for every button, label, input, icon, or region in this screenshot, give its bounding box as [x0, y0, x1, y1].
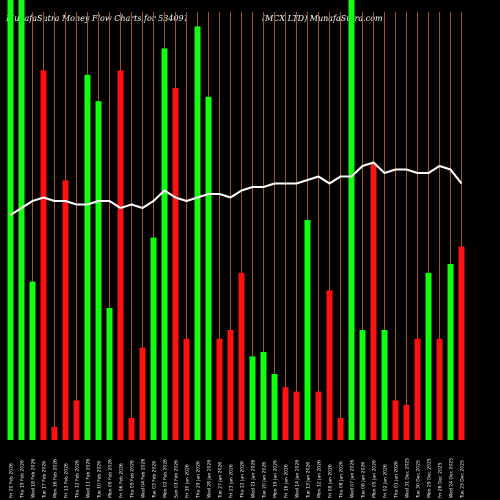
x-tick-label: Thu 12 Feb 2026 — [75, 460, 81, 499]
money-flow-line-path — [9, 161, 463, 216]
volume-bar — [326, 290, 333, 440]
volume-bar — [381, 330, 388, 440]
volume-bar — [117, 70, 124, 441]
volume-bar — [95, 101, 102, 440]
volume-bar — [260, 352, 267, 440]
x-tick-label: Tue 13 Jan 2026 — [306, 462, 312, 499]
x-tick-label: Thu 22 Jan 2026 — [240, 461, 246, 499]
volume-bar — [249, 356, 256, 440]
volume-bar — [403, 404, 410, 440]
volume-bar — [238, 272, 245, 440]
x-tick-label: Wed 31 Dec 2025 — [405, 458, 411, 498]
volume-bar — [315, 391, 322, 440]
x-tick-label: Wed 21 Jan 2026 — [251, 460, 257, 498]
x-tick-label: Sun 01 Feb 2026 — [174, 460, 180, 498]
volume-bar — [40, 70, 47, 441]
x-tick-label: Fri 23 Jan 2026 — [229, 464, 235, 498]
x-tick-label: Thu 08 Jan 2026 — [339, 461, 345, 499]
volume-bar — [359, 330, 366, 440]
x-tick-label: Mon 02 Feb 2026 — [163, 459, 169, 498]
x-tick-label: Tue 10 Feb 2026 — [97, 461, 103, 499]
volume-bar — [106, 308, 113, 440]
x-tick-label: Mon 16 Feb 2026 — [53, 459, 59, 498]
volume-bar — [370, 162, 377, 441]
volume-bar — [337, 418, 344, 440]
volume-bar — [458, 246, 465, 440]
x-tick-label: Fri 06 Feb 2026 — [119, 463, 125, 498]
x-tick-label: Mon 09 Feb 2026 — [108, 459, 114, 498]
x-tick-label: Tue 27 Jan 2026 — [218, 462, 224, 499]
volume-bar — [7, 0, 14, 440]
x-tick-label: Fri 16 Jan 2026 — [284, 464, 290, 498]
volume-bar — [282, 387, 289, 440]
x-tick-label: Wed 07 Jan 2026 — [350, 460, 356, 498]
x-tick-label: Tue 06 Jan 2026 — [361, 462, 367, 499]
volume-bar — [194, 26, 201, 441]
money-flow-line — [9, 161, 463, 216]
x-tick-label: Wed 18 Feb 2026 — [31, 459, 37, 498]
x-tick-label: Fri 26 Dec 2025 — [438, 462, 444, 498]
volume-bar — [183, 338, 190, 440]
volume-bar — [18, 0, 25, 440]
x-tick-label: Thu 01 Jan 2026 — [394, 461, 400, 499]
volume-bar — [172, 88, 179, 440]
x-tick-label: Thu 29 Jan 2026 — [196, 461, 202, 499]
chart-header-right: (MCX LTD) MunafaSutra.com — [262, 14, 383, 23]
volume-bar — [414, 338, 421, 440]
x-tick-label: Wed 11 Feb 2026 — [86, 459, 92, 498]
x-tick-label: Wed 14 Jan 2026 — [295, 460, 301, 498]
volume-bar — [293, 391, 300, 440]
x-tick-label: Mon 19 Jan 2026 — [273, 460, 279, 498]
x-tick-label: Thu 19 Feb 2026 — [20, 460, 26, 499]
volume-bar — [271, 374, 278, 440]
chart-header-left: MunafaSutra Money Flow Charts for 534091 — [5, 14, 189, 23]
x-tick-label: Fri 20 Feb 2026 — [9, 463, 15, 498]
volume-bar — [216, 338, 223, 440]
volume-bar — [84, 74, 91, 441]
x-tick-label: Tue 17 Feb 2026 — [42, 461, 48, 499]
x-tick-label: Mon 12 Jan 2026 — [317, 460, 323, 498]
volume-bar — [73, 400, 80, 440]
x-tick-label: Mon 29 Dec 2025 — [427, 458, 433, 498]
volume-bar — [436, 338, 443, 440]
volume-bar — [161, 48, 168, 441]
volume-bar — [348, 0, 355, 440]
volume-bar — [205, 96, 212, 441]
x-tick-label: Wed 04 Feb 2026 — [141, 459, 147, 498]
x-tick-label: Wed 28 Jan 2026 — [207, 460, 213, 498]
volume-bar — [139, 347, 146, 440]
volume-bar — [150, 237, 157, 440]
x-tick-label: Tue 23 Dec 2025 — [460, 460, 466, 499]
x-tick-label: Tue 20 Jan 2026 — [262, 462, 268, 499]
x-tick-label: Thu 05 Feb 2026 — [130, 460, 136, 499]
x-tick-label: Mon 05 Jan 2026 — [372, 460, 378, 498]
volume-bar — [392, 400, 399, 440]
volume-bar — [447, 264, 454, 440]
volume-bar — [128, 418, 135, 440]
x-tick-label: Tue 30 Dec 2025 — [416, 460, 422, 499]
x-tick-label: Fri 13 Feb 2026 — [64, 463, 70, 498]
volume-bar — [62, 180, 69, 440]
x-axis-labels: Fri 20 Feb 2026 Thu 19 Feb 2026 Wed 18 Feb… — [9, 458, 466, 499]
volume-bar — [304, 220, 311, 440]
x-tick-label: Fri 02 Jan 2026 — [383, 464, 389, 498]
volume-bar — [425, 272, 432, 440]
volume-bar — [29, 281, 36, 440]
volume-bar — [51, 426, 58, 440]
volume-bar — [227, 330, 234, 440]
x-tick-label: Wed 24 Dec 2025 — [449, 458, 455, 498]
x-tick-label: Fri 09 Jan 2026 — [328, 464, 334, 498]
volume-bars — [7, 0, 465, 441]
x-tick-label: Fri 30 Jan 2026 — [185, 464, 191, 498]
x-tick-label: Tue 03 Feb 2026 — [152, 461, 158, 499]
